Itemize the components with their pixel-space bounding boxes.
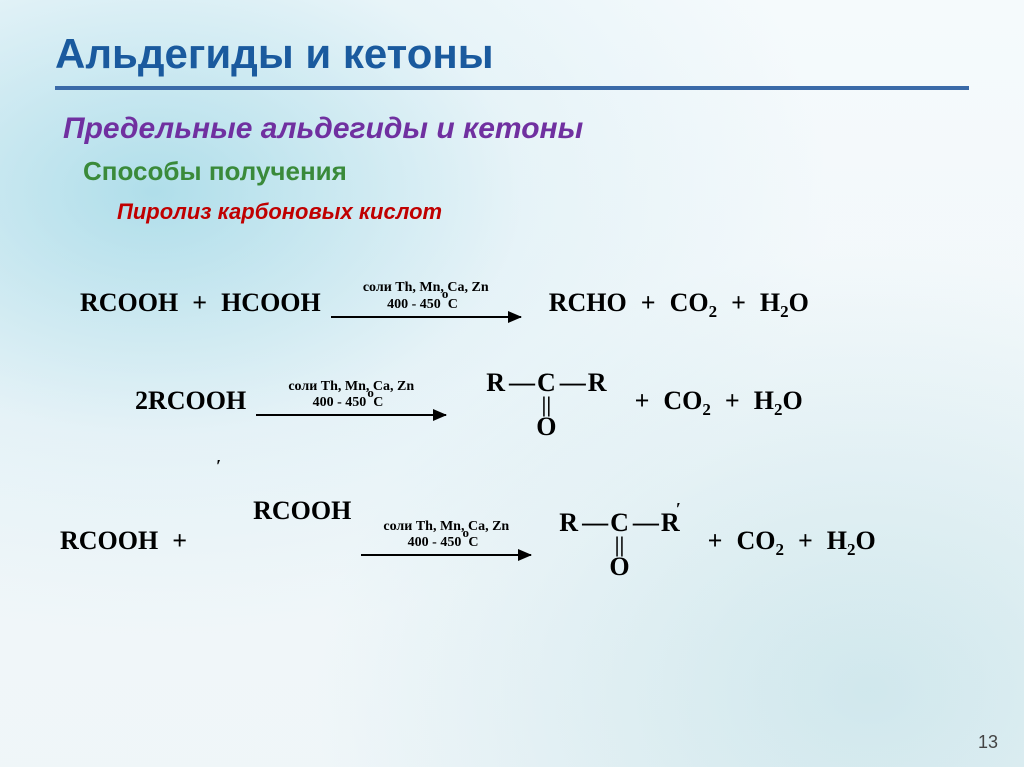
r3-k-bond2: — xyxy=(633,510,657,536)
r1-plus3: + xyxy=(731,288,746,318)
r2-cond: соли Th, Mn, Ca, Zn 400 - 450 Co xyxy=(288,379,414,413)
r2-prod3: H2O xyxy=(754,386,803,416)
r3-arrow-line xyxy=(361,554,531,556)
r2-co: CO xyxy=(663,386,702,415)
r2-prod2: CO2 xyxy=(663,386,711,416)
r2-ketone: R — C — R || O xyxy=(486,370,606,441)
reaction-3: RCOOH + R′COOH соли Th, Mn, Ca, Zn 400 -… xyxy=(60,466,969,556)
r2-arrow: соли Th, Mn, Ca, Zn 400 - 450 Co xyxy=(256,379,446,417)
r3-k-bond1: — xyxy=(582,510,606,536)
r3-deg: o xyxy=(462,525,469,540)
r3-reactant1: RCOOH xyxy=(60,526,158,556)
r2-arrow-line xyxy=(256,414,446,416)
slide-title: Альдегиды и кетоны xyxy=(55,30,969,78)
subtitle-methods: Способы получения xyxy=(83,156,969,187)
r2-co-sub: 2 xyxy=(702,400,711,419)
r3-plus3: + xyxy=(798,526,813,556)
r1-h: H xyxy=(760,288,780,317)
r3-k-o: O xyxy=(609,554,629,580)
r2-deg: o xyxy=(367,385,374,400)
reactions-block: RCOOH + HCOOH соли Th, Mn, Ca, Zn 400 - … xyxy=(80,280,969,556)
r3-cond-l1: соли Th, Mn, Ca, Zn xyxy=(383,519,509,534)
r3-k-r2: R′ xyxy=(661,510,680,536)
r3-prod2: CO2 xyxy=(736,526,784,556)
r3-co-sub: 2 xyxy=(775,540,784,559)
r3-plus1: + xyxy=(172,526,187,556)
r1-co: CO xyxy=(670,288,709,317)
r1-arrow-line xyxy=(331,316,521,318)
r1-plus2: + xyxy=(641,288,656,318)
r2-h: H xyxy=(754,386,774,415)
r2-k-bond2: — xyxy=(560,370,584,396)
r2-plus3: + xyxy=(725,386,740,416)
r3-h-sub: 2 xyxy=(847,540,856,559)
r1-cond-l1: соли Th, Mn, Ca, Zn xyxy=(363,280,489,295)
r1-prod2: CO2 xyxy=(670,288,718,318)
r3-o: O xyxy=(856,526,876,555)
r2-reactant1: 2RCOOH xyxy=(135,386,246,416)
r3-prod3: H2O xyxy=(827,526,876,556)
r1-prod1: RCHO xyxy=(549,288,627,318)
r3-cooh: COOH xyxy=(272,496,351,525)
r2-cond-l1: соли Th, Mn, Ca, Zn xyxy=(288,379,414,394)
r1-cond: соли Th, Mn, Ca, Zn 400 - 450 Co xyxy=(363,280,489,314)
r3-k-r1: R xyxy=(559,510,578,536)
r3-reactant2: R′COOH xyxy=(201,466,351,556)
r1-deg: o xyxy=(442,286,449,301)
title-underline xyxy=(55,86,969,90)
r1-reactant1: RCOOH xyxy=(80,288,178,318)
subtitle-main: Предельные альдегиды и кетоны xyxy=(63,112,969,146)
reaction-1: RCOOH + HCOOH соли Th, Mn, Ca, Zn 400 - … xyxy=(80,280,969,318)
r2-plus2: + xyxy=(635,386,650,416)
r3-arrow: соли Th, Mn, Ca, Zn 400 - 450 Co xyxy=(361,519,531,557)
r3-k-r2-prime: ′ xyxy=(676,500,681,518)
r3-h: H xyxy=(827,526,847,555)
r3-prime: ′ xyxy=(216,456,221,477)
r3-plus2: + xyxy=(708,526,723,556)
reaction-2: 2RCOOH соли Th, Mn, Ca, Zn 400 - 450 Co … xyxy=(135,346,969,417)
r1-o: O xyxy=(789,288,809,317)
r2-spacer xyxy=(80,444,969,466)
r1-co-sub: 2 xyxy=(709,302,718,321)
r1-prod3: H2O xyxy=(760,288,809,318)
r3-co: CO xyxy=(736,526,775,555)
r1-h-sub: 2 xyxy=(780,302,789,321)
slide-container: Альдегиды и кетоны Предельные альдегиды … xyxy=(0,0,1024,767)
r2-k-o: O xyxy=(536,414,556,440)
r2-k-bond1: — xyxy=(509,370,533,396)
r1-reactant2: HCOOH xyxy=(221,288,321,318)
page-number: 13 xyxy=(978,732,998,753)
subtitle-pyrolysis: Пиролиз карбоновых кислот xyxy=(117,199,969,225)
r3-ketone: R — C — R′ || O xyxy=(559,510,679,581)
r2-o: O xyxy=(782,386,802,415)
r2-k-r1: R xyxy=(486,370,505,396)
r1-arrow: соли Th, Mn, Ca, Zn 400 - 450 Co xyxy=(331,280,521,318)
r2-k-r2: R xyxy=(588,370,607,396)
r1-plus1: + xyxy=(192,288,207,318)
r3-r: R xyxy=(253,496,272,525)
r3-cond: соли Th, Mn, Ca, Zn 400 - 450 Co xyxy=(383,519,509,553)
